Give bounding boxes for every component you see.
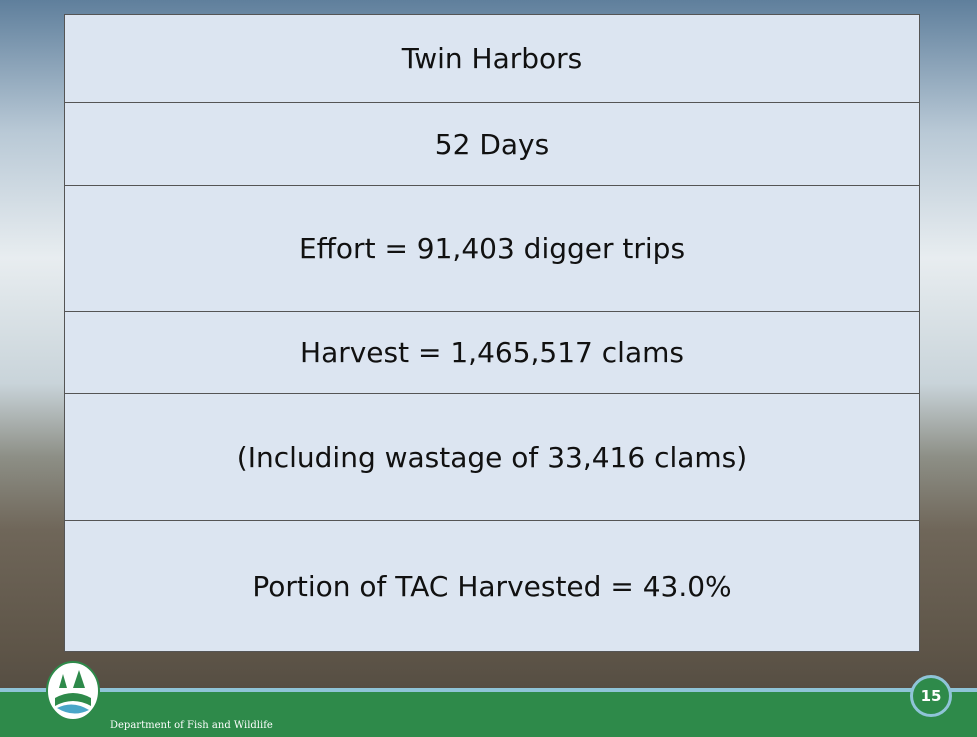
logo [45,660,101,722]
stats-table: Twin Harbors 52 Days Effort = 91,403 dig… [64,14,920,652]
page-number: 15 [910,675,952,717]
organization: Department of Fish and Wildlife [110,720,273,731]
table-row: Portion of TAC Harvested = 43.0% [65,521,919,651]
table-row: Harvest = 1,465,517 clams [65,312,919,394]
slide: Twin Harbors 52 Days Effort = 91,403 dig… [0,0,977,737]
table-row: Twin Harbors [65,15,919,103]
table-row: Effort = 91,403 digger trips [65,186,919,312]
table-row: (Including wastage of 33,416 clams) [65,394,919,521]
table-row: 52 Days [65,103,919,186]
